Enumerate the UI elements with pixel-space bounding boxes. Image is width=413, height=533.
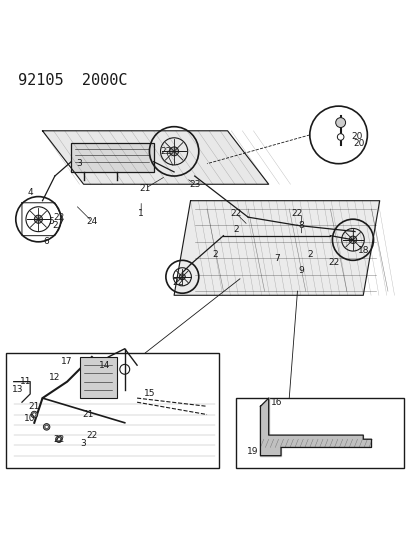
Text: 3: 3: [81, 439, 86, 448]
Text: 13: 13: [12, 385, 24, 394]
Circle shape: [335, 118, 345, 127]
Text: 1: 1: [138, 208, 144, 217]
Circle shape: [55, 436, 62, 442]
Text: 22: 22: [53, 213, 64, 222]
Text: 6: 6: [44, 237, 50, 246]
Text: 12: 12: [49, 373, 60, 382]
Circle shape: [34, 215, 43, 223]
Circle shape: [31, 411, 38, 418]
Text: 22: 22: [291, 208, 302, 217]
Text: 9: 9: [298, 266, 304, 275]
Text: 23: 23: [188, 180, 200, 189]
Text: 17: 17: [61, 357, 73, 366]
Text: 20: 20: [350, 133, 361, 141]
Bar: [5, 353, 219, 468]
Text: 22: 22: [172, 278, 183, 287]
Bar: [235, 398, 404, 468]
Text: 24: 24: [86, 217, 97, 226]
Text: 3: 3: [76, 159, 82, 168]
Circle shape: [337, 134, 343, 140]
Polygon shape: [174, 201, 379, 295]
Text: 18: 18: [357, 246, 368, 255]
Circle shape: [57, 438, 60, 441]
Text: 4: 4: [27, 188, 33, 197]
Text: 21: 21: [139, 184, 151, 193]
Circle shape: [309, 106, 366, 164]
Text: 21: 21: [28, 402, 40, 411]
Text: 22: 22: [53, 435, 64, 443]
Polygon shape: [260, 398, 370, 456]
Circle shape: [33, 413, 36, 416]
Circle shape: [349, 236, 356, 244]
Text: 2: 2: [306, 249, 312, 259]
Text: 8: 8: [298, 221, 304, 230]
Text: 2: 2: [52, 221, 57, 230]
Circle shape: [43, 424, 50, 430]
Circle shape: [169, 147, 178, 156]
Text: 22: 22: [328, 258, 339, 267]
Text: 92105  2000C: 92105 2000C: [18, 73, 127, 88]
Polygon shape: [43, 131, 268, 184]
Text: 22: 22: [86, 431, 97, 440]
Text: 2: 2: [212, 249, 218, 259]
Text: 15: 15: [143, 390, 155, 399]
Text: 11: 11: [20, 377, 32, 386]
Text: 22: 22: [160, 147, 171, 156]
Text: 21: 21: [82, 410, 93, 419]
Bar: [71, 143, 153, 172]
Text: 19: 19: [246, 447, 257, 456]
Text: 14: 14: [98, 361, 109, 370]
Text: 5: 5: [48, 217, 53, 226]
Text: 10: 10: [24, 414, 36, 423]
Circle shape: [179, 274, 185, 280]
Bar: [79, 357, 116, 398]
Text: 22: 22: [230, 208, 241, 217]
Text: 7: 7: [273, 254, 279, 263]
Circle shape: [45, 425, 48, 429]
Text: 20: 20: [353, 139, 364, 148]
Text: 2: 2: [233, 225, 238, 234]
Text: 16: 16: [271, 398, 282, 407]
